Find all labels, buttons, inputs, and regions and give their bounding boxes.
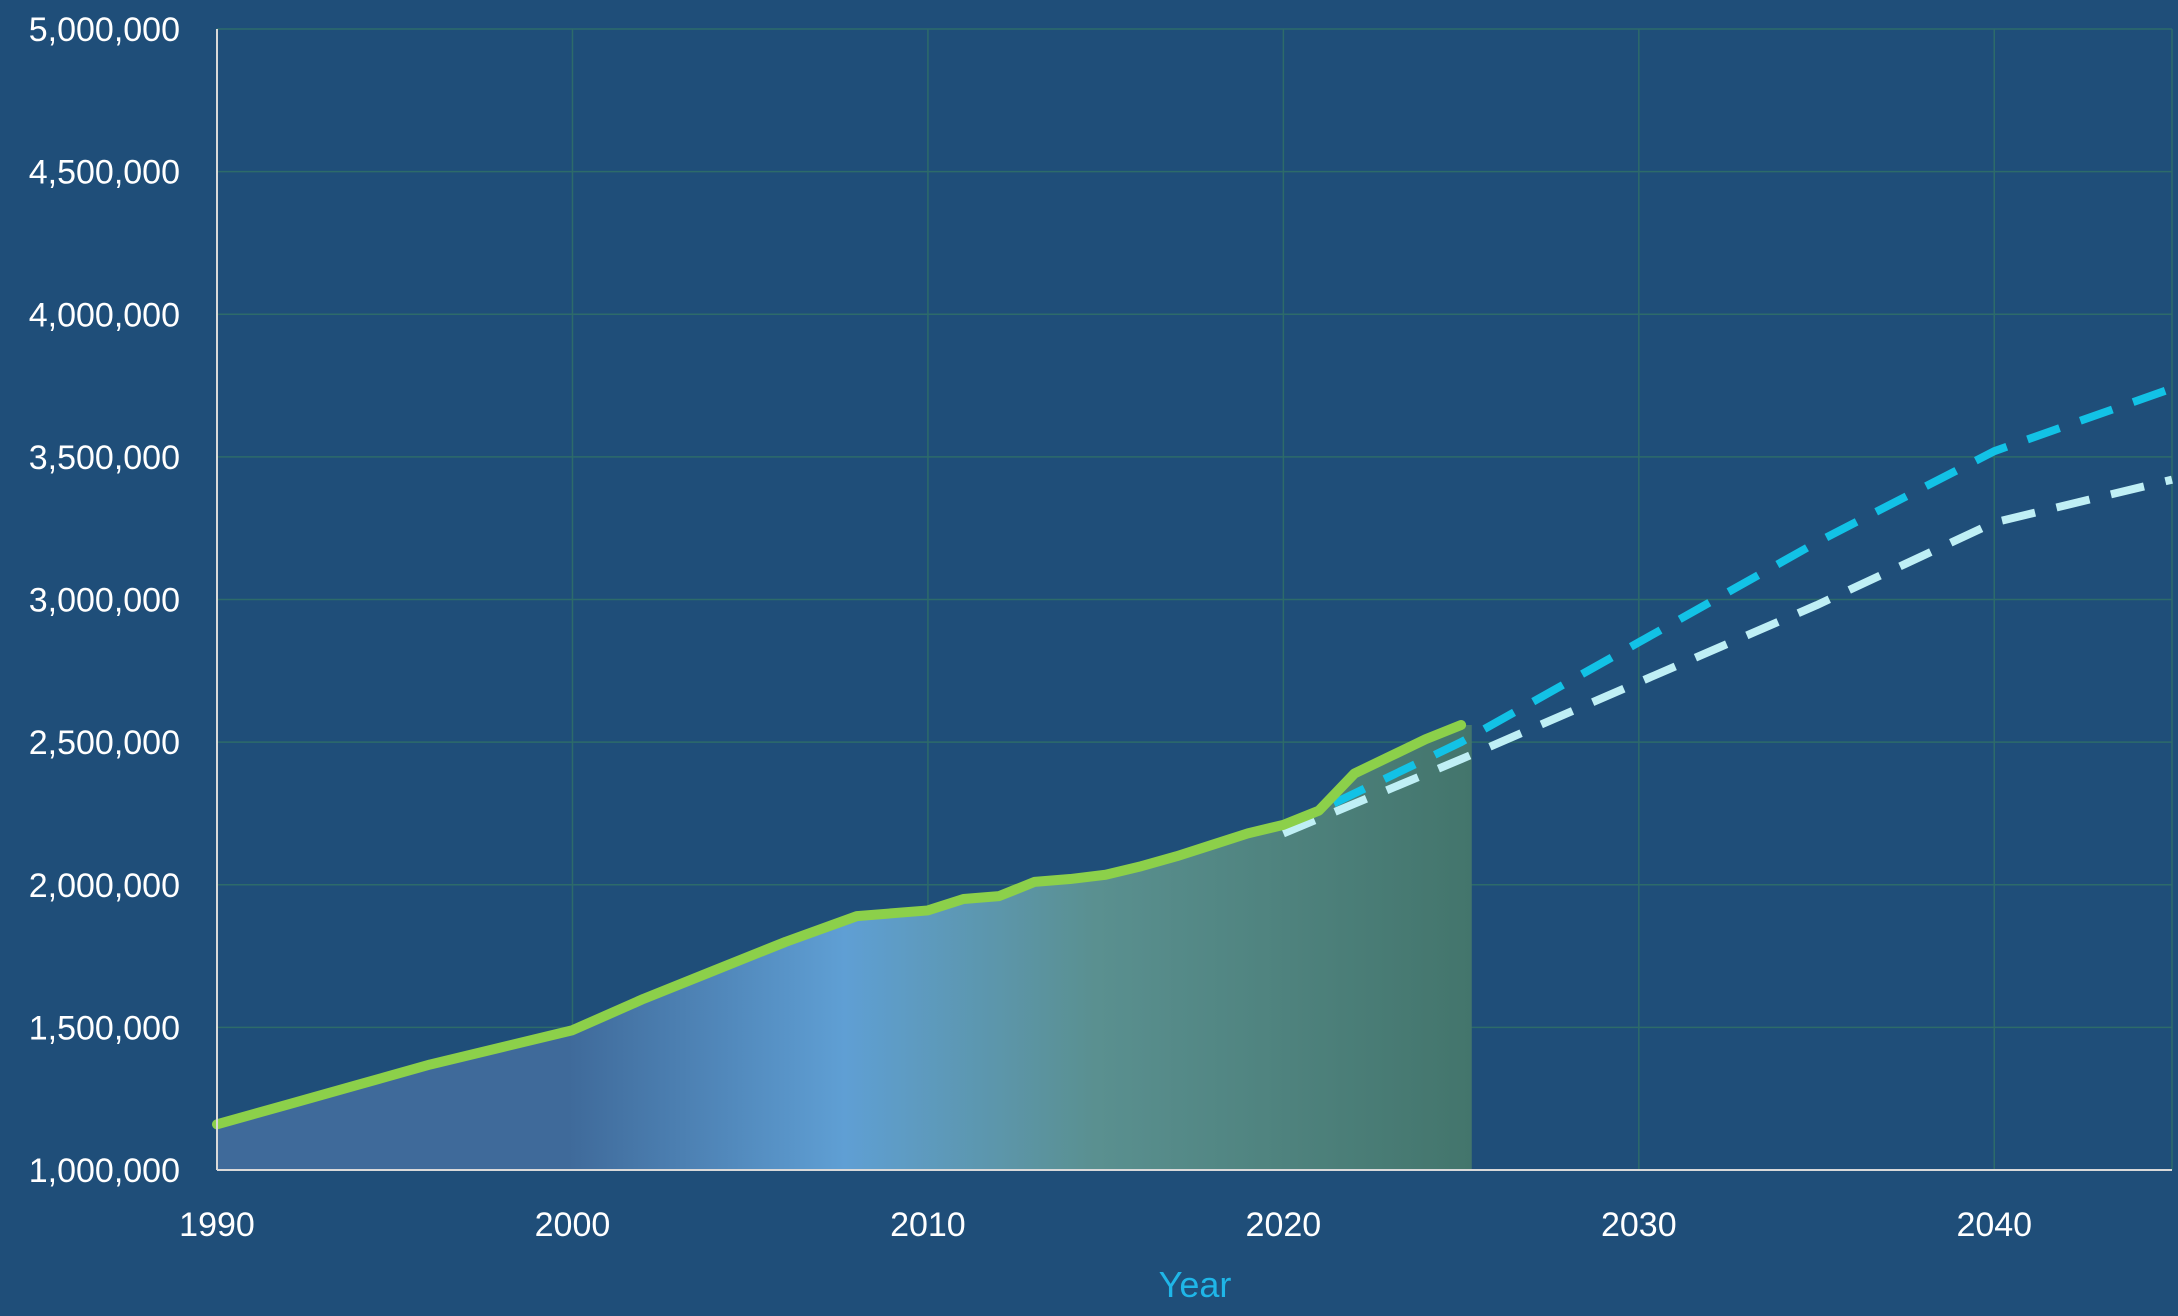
series-lines <box>212 384 2174 1130</box>
series-area <box>217 725 1472 1170</box>
x-tick-label: 2030 <box>1601 1206 1677 1244</box>
y-tick-label: 2,500,000 <box>29 724 180 762</box>
x-tick-label: 2010 <box>890 1206 966 1244</box>
dashed-projection-line <box>1281 475 2173 838</box>
x-tick-label: 1990 <box>179 1206 255 1244</box>
x-tick-label: 2000 <box>535 1206 611 1244</box>
axes <box>216 29 2172 1171</box>
y-tick-label: 1,500,000 <box>29 1009 180 1047</box>
solid-series-line <box>212 720 1467 1130</box>
y-tick-label: 4,500,000 <box>29 154 180 192</box>
y-axis-tick-labels: 1,000,000 1,500,000 2,000,000 2,500,000 3,00… <box>29 11 180 1190</box>
x-tick-label: 2040 <box>1956 1206 2032 1244</box>
x-tick-label: 2020 <box>1246 1206 1322 1244</box>
y-tick-label: 3,500,000 <box>29 439 180 477</box>
y-tick-label: 3,000,000 <box>29 582 180 620</box>
x-axis-label: Year <box>1159 1264 1232 1305</box>
y-tick-label: 1,000,000 <box>29 1152 180 1190</box>
y-tick-label: 4,000,000 <box>29 296 180 334</box>
y-tick-label: 5,000,000 <box>29 11 180 49</box>
x-axis-tick-labels: 1990 2000 2010 2020 2030 2040 <box>179 1206 2032 1244</box>
y-tick-label: 2,000,000 <box>29 867 180 905</box>
area-fill <box>217 725 1472 1170</box>
